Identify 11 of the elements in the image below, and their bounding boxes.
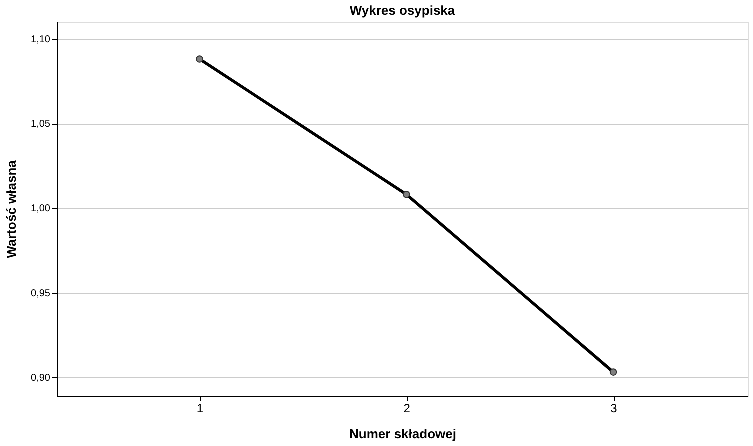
y-tick-label: 0,95: [31, 288, 51, 300]
y-tick-label: 0,90: [31, 372, 51, 384]
x-tick-label: 3: [610, 402, 618, 416]
y-tick-label: 1,10: [31, 34, 51, 46]
chart-title: Wykres osypiska: [350, 3, 456, 18]
y-tick-label: 1,00: [31, 204, 51, 215]
x-tick-label: 1: [196, 402, 204, 416]
y-tick-label: 1,05: [31, 119, 51, 130]
x-axis-title: Numer składowej: [350, 426, 456, 442]
x-tick-label: 2: [404, 402, 411, 416]
y-axis-title: Wartość własna: [4, 160, 20, 258]
